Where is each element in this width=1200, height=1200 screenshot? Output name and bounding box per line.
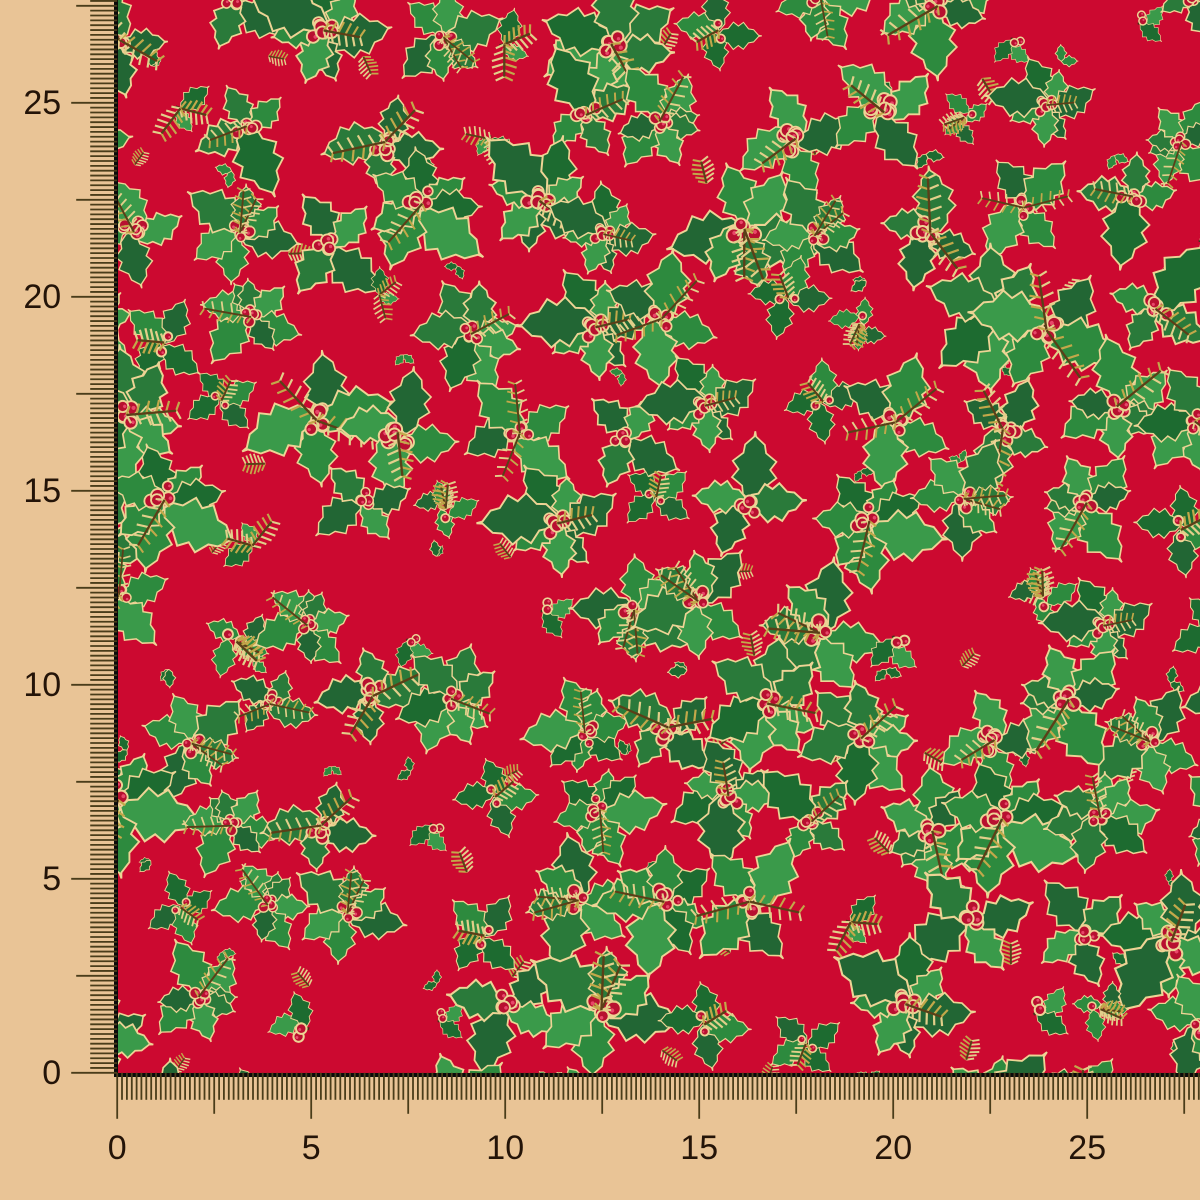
svg-text:0: 0 xyxy=(42,1054,61,1092)
svg-text:25: 25 xyxy=(1068,1129,1106,1167)
svg-text:20: 20 xyxy=(874,1129,912,1167)
svg-text:5: 5 xyxy=(42,860,61,898)
svg-text:20: 20 xyxy=(23,278,61,316)
svg-text:25: 25 xyxy=(23,84,61,122)
svg-text:0: 0 xyxy=(108,1129,127,1167)
svg-text:15: 15 xyxy=(23,472,61,510)
svg-text:5: 5 xyxy=(302,1129,321,1167)
svg-text:10: 10 xyxy=(23,666,61,704)
svg-text:15: 15 xyxy=(680,1129,718,1167)
svg-text:10: 10 xyxy=(486,1129,524,1167)
